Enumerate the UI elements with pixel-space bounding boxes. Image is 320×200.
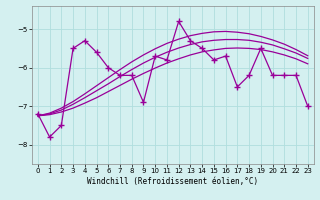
X-axis label: Windchill (Refroidissement éolien,°C): Windchill (Refroidissement éolien,°C)	[87, 177, 258, 186]
